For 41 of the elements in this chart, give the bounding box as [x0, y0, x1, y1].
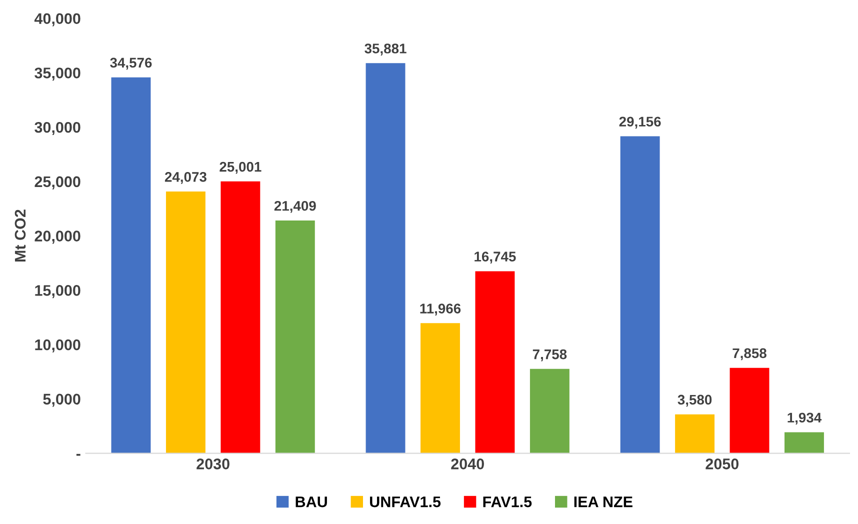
data-label: 29,156: [619, 116, 661, 129]
y-tick-label: 35,000: [34, 68, 80, 81]
y-tick-label: 20,000: [34, 230, 80, 244]
y-tick-label: 15,000: [35, 285, 80, 298]
bar: [275, 220, 315, 454]
y-tick-label: -: [76, 454, 80, 456]
data-label: 24,073: [164, 172, 206, 184]
legend-label: IEA NZE: [574, 496, 632, 508]
x-tick-label: 2040: [451, 458, 484, 470]
data-label: 35,881: [364, 44, 406, 56]
data-label: 25,001: [220, 162, 262, 174]
bar: [784, 432, 824, 454]
data-label: 34,576: [110, 58, 152, 70]
y-tick-label: 25,000: [34, 176, 80, 190]
bar: [730, 368, 770, 454]
bar: [420, 323, 460, 454]
bar: [111, 77, 151, 454]
legend-label: FAV1.5: [483, 496, 532, 508]
data-label: 7,858: [732, 348, 766, 360]
bar: [220, 181, 260, 454]
data-label: 7,758: [532, 349, 567, 362]
data-label: 21,409: [274, 200, 316, 213]
bar: [675, 414, 715, 454]
x-tick-label: 2030: [196, 458, 230, 470]
bar: [366, 63, 406, 454]
y-tick-label: 10,000: [35, 339, 80, 352]
bar: [620, 136, 660, 454]
data-label: 11,966: [420, 304, 461, 316]
legend-label: BAU: [296, 496, 327, 508]
data-label: 1,934: [788, 412, 822, 425]
bar: [166, 192, 206, 454]
data-label: 16,745: [474, 252, 516, 264]
bar: [530, 368, 570, 454]
y-tick-label: 30,000: [34, 122, 80, 135]
y-axis-title: Mt CO2: [14, 210, 26, 262]
bar: [475, 271, 515, 454]
y-tick-label: 5,000: [43, 394, 80, 407]
y-tick-label: 40,000: [34, 13, 80, 26]
data-label: 3,580: [678, 394, 712, 407]
x-tick-label: 2050: [706, 458, 739, 470]
legend-label: UNFAV1.5: [370, 496, 441, 508]
